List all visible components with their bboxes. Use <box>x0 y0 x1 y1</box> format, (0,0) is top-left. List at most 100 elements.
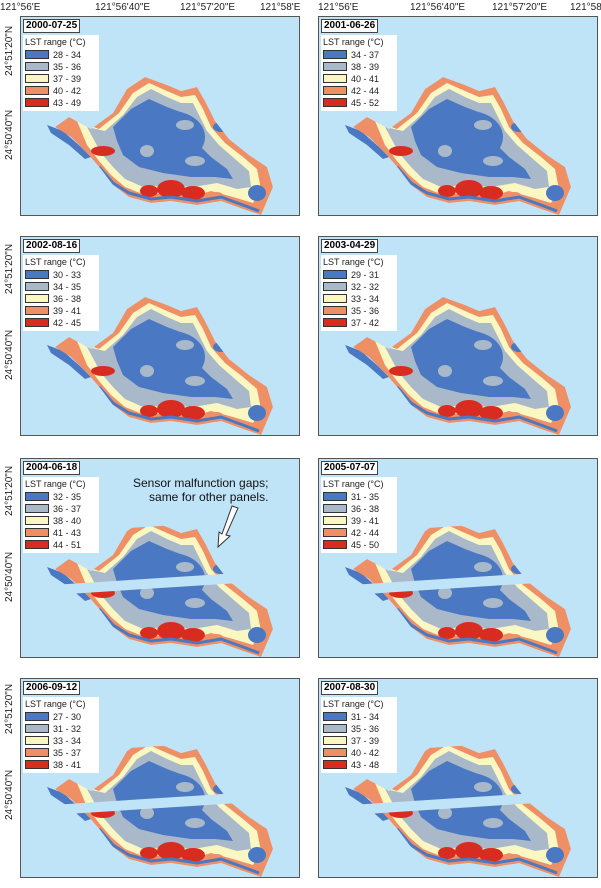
annotation-arrow-icon <box>217 505 239 549</box>
legend-range: 43 - 49 <box>53 97 82 108</box>
lat-label: 24°51'20"N <box>4 25 15 76</box>
legend-swatch <box>323 736 347 745</box>
legend-swatch <box>323 270 347 279</box>
lon-label: 121°56'40"E <box>95 2 151 13</box>
legend-entry: 33 - 34 <box>25 735 97 746</box>
map-panel: 2000-07-25 LST range (°C) 28 - 34 35 - 36… <box>20 16 300 216</box>
panel-date: 2003-04-29 <box>321 239 379 253</box>
lon-label: 121°58'E <box>260 2 301 13</box>
island-body <box>353 297 571 435</box>
lat-label: 24°51'20"N <box>4 465 15 516</box>
legend-range: 39 - 41 <box>351 515 380 526</box>
legend-header: LST range (°C) <box>323 37 384 47</box>
legend-range: 35 - 36 <box>351 723 380 734</box>
legend-range: 37 - 39 <box>53 73 82 84</box>
annotation-line: Sensor malfunction gaps; <box>133 476 269 490</box>
legend-range: 33 - 34 <box>53 735 82 746</box>
lon-label: 121°57'20"E <box>180 2 236 13</box>
legend-range: 44 - 51 <box>53 539 82 550</box>
legend-entry: 38 - 41 <box>25 759 97 770</box>
island-spit <box>345 345 389 379</box>
legend-range: 40 - 42 <box>53 85 82 96</box>
legend-entry: 45 - 50 <box>323 539 395 550</box>
map-panel: 2002-08-16 LST range (°C) 30 - 33 34 - 35… <box>20 236 300 436</box>
panel-date: 2004-06-18 <box>23 461 81 475</box>
legend: LST range (°C) 30 - 33 34 - 35 36 - 38 39 -… <box>23 255 99 331</box>
legend-swatch <box>323 86 347 95</box>
legend-entry: 28 - 34 <box>25 49 97 60</box>
legend-swatch <box>25 50 49 59</box>
legend-entry: 40 - 42 <box>25 85 97 96</box>
legend-header: LST range (°C) <box>25 479 86 489</box>
legend-swatch <box>25 74 49 83</box>
legend-entry: 42 - 44 <box>323 85 395 96</box>
legend-entry: 41 - 43 <box>25 527 97 538</box>
legend-range: 45 - 50 <box>351 539 380 550</box>
sensor-gap <box>319 569 597 597</box>
legend-swatch <box>323 516 347 525</box>
legend-swatch <box>25 736 49 745</box>
legend-entry: 27 - 30 <box>25 711 97 722</box>
legend-entry: 42 - 44 <box>323 527 395 538</box>
legend-entry: 31 - 32 <box>25 723 97 734</box>
legend-swatch <box>25 724 49 733</box>
legend-range: 36 - 37 <box>53 503 82 514</box>
island-map <box>319 487 597 657</box>
legend-swatch <box>323 98 347 107</box>
lat-label: 24°50'40"N <box>4 551 15 602</box>
legend-range: 29 - 31 <box>351 269 380 280</box>
lat-label: 24°50'40"N <box>4 769 15 820</box>
legend-entry: 42 - 45 <box>25 317 97 328</box>
lat-label: 24°51'20"N <box>4 243 15 294</box>
legend-swatch <box>25 504 49 513</box>
legend-header: LST range (°C) <box>25 37 86 47</box>
island-spit <box>345 125 389 159</box>
legend-swatch <box>323 50 347 59</box>
legend-swatch <box>25 98 49 107</box>
legend-range: 35 - 37 <box>53 747 82 758</box>
legend-range: 35 - 36 <box>53 61 82 72</box>
lat-label: 24°50'40"N <box>4 329 15 380</box>
legend-swatch <box>25 516 49 525</box>
legend-entry: 44 - 51 <box>25 539 97 550</box>
island-map <box>47 297 273 435</box>
legend-swatch <box>25 748 49 757</box>
legend-swatch <box>323 540 347 549</box>
legend-range: 42 - 44 <box>351 527 380 538</box>
map-panel: 2005-07-07 LST range (°C) 31 - 35 36 - 38… <box>318 458 598 658</box>
legend-header: LST range (°C) <box>323 699 384 709</box>
legend-header: LST range (°C) <box>25 699 86 709</box>
legend-entry: 36 - 37 <box>25 503 97 514</box>
legend-range: 42 - 45 <box>53 317 82 328</box>
island-body <box>353 77 571 215</box>
island-map <box>47 77 273 215</box>
panel-date: 2000-07-25 <box>23 19 81 33</box>
legend-swatch <box>25 760 49 769</box>
legend-range: 38 - 40 <box>53 515 82 526</box>
legend-entry: 35 - 37 <box>25 747 97 758</box>
legend-swatch <box>323 528 347 537</box>
legend-entry: 43 - 48 <box>323 759 395 770</box>
legend-range: 40 - 42 <box>351 747 380 758</box>
map-panel: 2006-09-12 LST range (°C) 27 - 30 31 - 32… <box>20 678 300 878</box>
legend-range: 38 - 41 <box>53 759 82 770</box>
legend-range: 36 - 38 <box>351 503 380 514</box>
legend-entry: 32 - 32 <box>323 281 395 292</box>
legend: LST range (°C) 29 - 31 32 - 32 33 - 34 35 -… <box>321 255 397 331</box>
legend-entry: 38 - 40 <box>25 515 97 526</box>
legend-range: 34 - 35 <box>53 281 82 292</box>
sensor-gap <box>21 789 299 817</box>
map-panel: 2003-04-29 LST range (°C) 29 - 31 32 - 32… <box>318 236 598 436</box>
legend-swatch <box>323 74 347 83</box>
legend-range: 30 - 33 <box>53 269 82 280</box>
legend-swatch <box>25 86 49 95</box>
island-spit <box>47 125 91 159</box>
lat-label: 24°50'40"N <box>4 109 15 160</box>
legend-range: 27 - 30 <box>53 711 82 722</box>
legend-entry: 43 - 49 <box>25 97 97 108</box>
legend-range: 38 - 39 <box>351 61 380 72</box>
legend-entry: 40 - 41 <box>323 73 395 84</box>
legend-range: 39 - 41 <box>53 305 82 316</box>
legend-entry: 40 - 42 <box>323 747 395 758</box>
legend-swatch <box>25 712 49 721</box>
